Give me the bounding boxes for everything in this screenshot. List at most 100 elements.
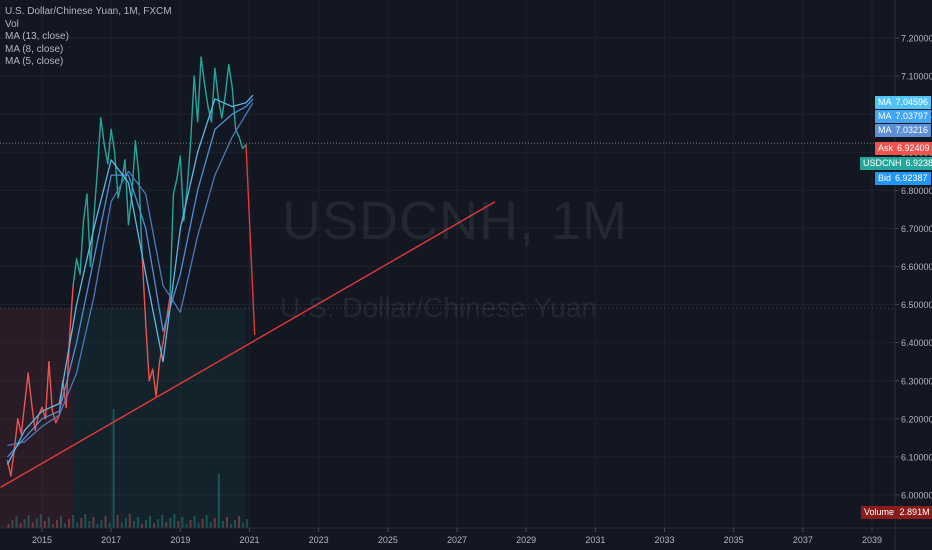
- y-axis[interactable]: 6.00000 6.10000 6.20000 6.30000 6.40000 6.500…: [894, 0, 932, 550]
- volume-bar: [68, 519, 71, 528]
- legend-vol[interactable]: Vol: [5, 18, 19, 30]
- volume-bar: [157, 519, 160, 528]
- y-tick-label: 6.80000: [901, 186, 932, 196]
- price-segment: [138, 174, 143, 260]
- volume-bar: [39, 514, 42, 528]
- volume-bar: [169, 518, 172, 528]
- volume-bar: [181, 517, 184, 528]
- price-segment: [214, 67, 220, 100]
- price-segment: [103, 143, 109, 165]
- price-segment: [79, 220, 85, 275]
- volume-bar: [189, 520, 192, 528]
- volume-bar: [185, 524, 188, 528]
- y-tick-label: 6.40000: [901, 338, 932, 348]
- price-segment: [24, 372, 29, 405]
- price-segment: [238, 136, 244, 150]
- legend-ma8[interactable]: MA (8, close): [5, 43, 64, 55]
- price-segment: [190, 75, 195, 142]
- volume-bar: [43, 521, 46, 528]
- volume-bar: [76, 522, 79, 528]
- trendline: [245, 144, 256, 336]
- price-segment: [34, 414, 40, 431]
- price-tag-ma: MA 7.04596: [875, 96, 932, 109]
- range-shading: [0, 308, 247, 528]
- volume-bar: [60, 516, 63, 528]
- volume-bar: [246, 519, 249, 528]
- x-tick-label: 2037: [793, 535, 813, 545]
- price-tag-ask: Ask 6.92409: [875, 142, 932, 155]
- volume-tag-label: Volume: [864, 507, 895, 517]
- y-tick-label: 6.30000: [901, 376, 932, 386]
- price-segment: [217, 98, 223, 119]
- x-tick-label: 2023: [309, 535, 329, 545]
- chart-legend: U.S. Dollar/Chinese Yuan, 1M, FXCM Vol M…: [5, 6, 172, 69]
- volume-bar: [47, 517, 50, 528]
- price-tag-label: Bid: [878, 173, 892, 183]
- price-segment: [120, 159, 126, 184]
- x-tick-label: 2021: [239, 535, 259, 545]
- volume-bar: [238, 516, 241, 528]
- volume-bar: [55, 520, 58, 528]
- price-segment: [107, 128, 112, 165]
- price-segment: [82, 193, 88, 222]
- volume-bar: [213, 518, 216, 528]
- volume-bar: [51, 524, 54, 528]
- price-tag-label: Ask: [878, 143, 894, 153]
- price-tag-bid: Bid 6.92387: [875, 172, 931, 185]
- price-tag-ma: MA 7.03797: [875, 110, 932, 123]
- volume-bar: [205, 515, 208, 528]
- volume-bar: [153, 523, 156, 528]
- volume-bar: [120, 522, 123, 528]
- volume-bar: [165, 522, 168, 528]
- volume-bar: [7, 524, 10, 528]
- x-tick-label: 2035: [724, 535, 744, 545]
- price-segment: [224, 63, 230, 96]
- price-segment: [124, 159, 130, 226]
- volume-bar: [100, 520, 103, 528]
- volume-bar: [173, 514, 176, 528]
- price-segment: [48, 361, 54, 412]
- volume-bar: [72, 515, 75, 528]
- volume-bar: [161, 515, 164, 528]
- legend-title[interactable]: U.S. Dollar/Chinese Yuan, 1M, FXCM: [5, 6, 172, 17]
- price-segment: [200, 56, 206, 85]
- legend-ma5[interactable]: MA (5, close): [5, 56, 64, 67]
- volume-bar: [242, 523, 245, 528]
- price-segment: [55, 414, 60, 424]
- price-tag-label: MA: [878, 111, 892, 121]
- price-segment: [72, 258, 78, 287]
- price-segment: [169, 193, 175, 298]
- y-tick-label: 6.50000: [901, 300, 932, 310]
- price-segment: [148, 368, 154, 382]
- volume-bar: [225, 517, 228, 528]
- volume-bar: [177, 521, 180, 528]
- price-segment: [134, 140, 140, 176]
- volume-bar: [11, 520, 14, 528]
- x-tick-label: 2027: [447, 535, 467, 545]
- price-segment: [151, 368, 157, 397]
- volume-bar: [193, 516, 196, 528]
- volume-bar: [132, 521, 135, 528]
- price-segment: [210, 67, 216, 123]
- volume-tag: Volume 2.891M: [861, 506, 932, 519]
- x-tick-label: 2015: [32, 535, 52, 545]
- volume-bar: [229, 524, 232, 528]
- price-segment: [68, 284, 74, 336]
- volume-bar: [19, 523, 22, 528]
- ma-series-line: [6, 94, 254, 465]
- y-tick-label: 7.10000: [901, 72, 932, 82]
- x-tick-label: 2033: [654, 535, 674, 545]
- trendline: [0, 201, 496, 488]
- price-tag-value: 7.03216: [895, 125, 929, 135]
- legend-ma13[interactable]: MA (13, close): [5, 31, 69, 42]
- volume-bar: [88, 521, 91, 528]
- y-tick-label: 6.00000: [901, 491, 932, 501]
- price-segment: [145, 322, 150, 382]
- y-tick-label: 6.20000: [901, 414, 932, 424]
- volume-bar: [80, 518, 83, 528]
- price-segment: [17, 418, 22, 435]
- price-segment: [89, 216, 95, 268]
- shade-red: [0, 308, 74, 528]
